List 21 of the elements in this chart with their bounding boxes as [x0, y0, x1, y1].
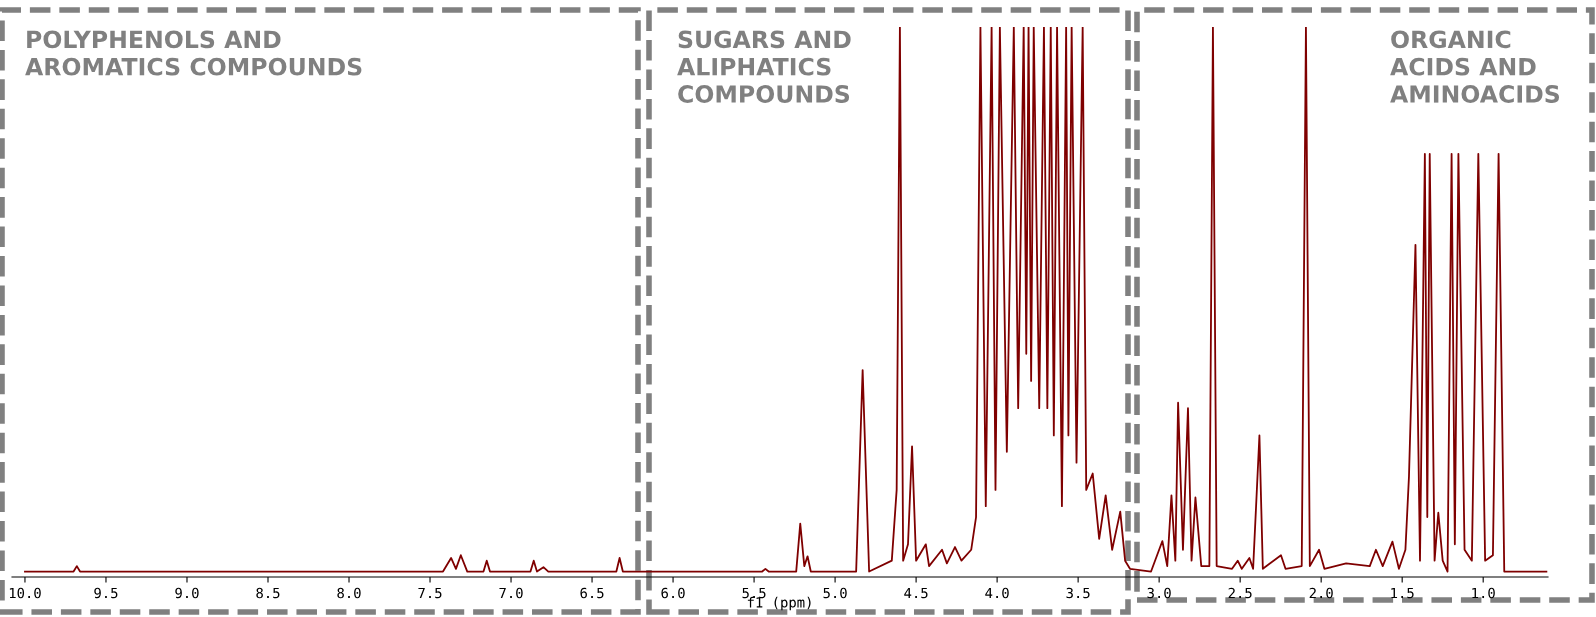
x-tick-label: 6.5 [580, 587, 604, 599]
x-tick-label: 9.5 [94, 587, 118, 599]
x-tick-label: 4.5 [904, 587, 928, 599]
x-tick-label: 8.0 [337, 587, 361, 599]
x-tick-label: 9.0 [175, 587, 199, 599]
annotation: SUGARS AND ALIPHATICS COMPOUNDS [677, 30, 851, 103]
x-tick-label: 3.5 [1066, 587, 1090, 599]
x-tick-label: 5.0 [823, 587, 847, 599]
x-tick-label: 7.5 [418, 587, 442, 599]
x-tick-label: 3.0 [1147, 587, 1171, 599]
x-tick-label: 10.0 [9, 587, 41, 599]
annotation: ORGANIC ACIDS AND AMINOACIDS [1390, 30, 1560, 103]
x-tick-label: 1.0 [1472, 587, 1495, 599]
x-tick-label: 1.5 [1391, 587, 1414, 599]
x-tick-label: 2.0 [1309, 587, 1333, 599]
x-tick-label: 6.0 [661, 587, 685, 599]
x-tick-label: 4.0 [985, 587, 1009, 599]
x-tick-label: 2.5 [1228, 587, 1252, 599]
x-tick-label: 7.0 [499, 587, 523, 599]
annotation: POLYPHENOLS AND AROMATICS COMPOUNDS [25, 30, 362, 76]
x-tick-label: 8.5 [256, 587, 280, 599]
